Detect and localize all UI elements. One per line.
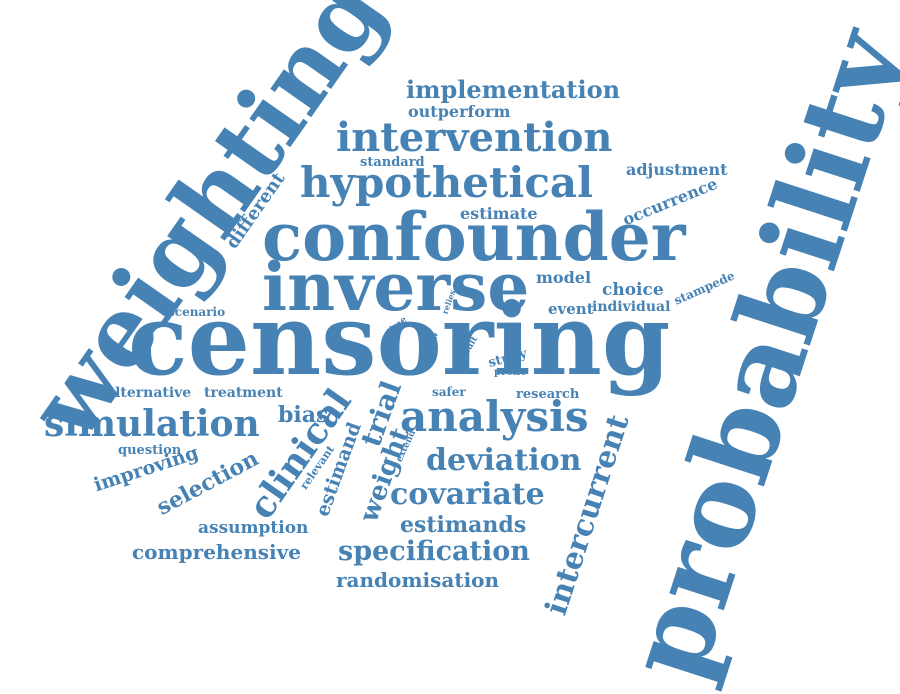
word-safer: safer bbox=[432, 385, 466, 399]
word-intervention: intervention bbox=[336, 114, 613, 161]
word-censoring: censoring bbox=[128, 283, 671, 398]
word-adjustment: adjustment bbox=[626, 160, 728, 179]
word-estimate: estimate bbox=[460, 204, 538, 223]
word-analysis: analysis bbox=[400, 392, 589, 441]
word-covariate: covariate bbox=[390, 477, 545, 512]
word-hypothetical: hypothetical bbox=[300, 158, 594, 207]
word-ice: ice bbox=[420, 329, 438, 342]
word-treatment: treatment bbox=[204, 385, 283, 401]
word-specification: specification bbox=[338, 536, 530, 567]
word-bias: bias bbox=[278, 402, 329, 428]
word-confounder: confounder bbox=[262, 198, 686, 276]
word-deviation: deviation bbox=[426, 443, 582, 478]
word-research: research bbox=[516, 387, 580, 402]
word-assumption: assumption bbox=[198, 518, 309, 538]
word-standard: standard bbox=[360, 155, 425, 170]
word-comprehensive: comprehensive bbox=[132, 540, 301, 564]
word-estimands: estimands bbox=[400, 512, 527, 538]
word-implementation: implementation bbox=[406, 75, 621, 104]
word-outperform: outperform bbox=[408, 102, 511, 121]
word-alternative: alternative bbox=[106, 385, 192, 401]
word-event: event bbox=[548, 300, 594, 318]
word-simulation: simulation bbox=[44, 403, 260, 445]
word-question: question bbox=[118, 443, 182, 458]
word-scenario: scenario bbox=[168, 305, 226, 319]
word-model: model bbox=[536, 268, 592, 287]
word-prone: prone bbox=[494, 367, 527, 378]
word-randomisation: randomisation bbox=[336, 568, 500, 592]
word-arm: arm bbox=[422, 342, 438, 351]
word-choice: choice bbox=[602, 280, 664, 300]
word-inverse: inverse bbox=[262, 248, 530, 326]
word-individual: individual bbox=[592, 299, 671, 315]
